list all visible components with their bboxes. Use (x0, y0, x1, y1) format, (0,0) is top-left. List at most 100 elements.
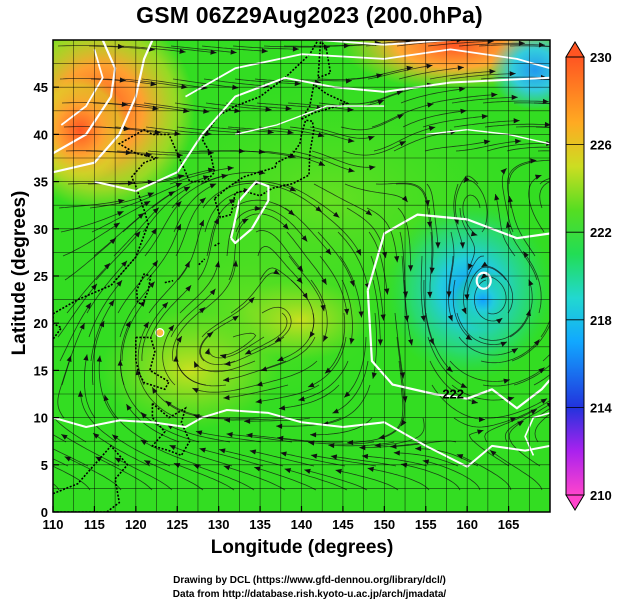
stream-arrow (602, 83, 609, 89)
stream-arrow (323, 335, 329, 342)
stream-arrow (509, 71, 516, 77)
y-tick-label: 15 (34, 363, 48, 378)
stream-arrow (224, 417, 231, 423)
stream-arrow (507, 196, 513, 203)
streamline (402, 110, 467, 128)
stream-arrow (230, 49, 237, 55)
x-tick-label: 160 (456, 517, 478, 532)
streamline (201, 45, 268, 52)
streamline (276, 417, 342, 427)
streamline (398, 66, 464, 80)
x-tick-label: 145 (332, 517, 354, 532)
streamline (89, 45, 155, 51)
streamline (424, 140, 491, 152)
streamline (119, 281, 156, 338)
streamline (260, 336, 316, 372)
streamline (104, 394, 149, 443)
stream-arrow (461, 307, 467, 315)
streamline (482, 100, 549, 104)
streamline (193, 360, 256, 373)
y-axis-label: Latitude (degrees) (9, 190, 30, 356)
stream-arrow (144, 460, 151, 466)
colorbar-bottom-arrow (565, 494, 585, 511)
streamline (114, 457, 173, 491)
x-tick-label: 110 (43, 517, 64, 532)
streamline (343, 336, 367, 398)
streamline (169, 167, 234, 185)
stream-arrow (61, 434, 68, 440)
streamline (147, 150, 214, 154)
streamline (224, 336, 285, 365)
stream-arrow (278, 405, 286, 411)
credit-data-source: Data from http://database.rish.kyoto-u.a… (172, 589, 447, 600)
streamline (151, 175, 210, 209)
streamline (394, 312, 404, 379)
stream-arrow (104, 263, 111, 270)
streamline (59, 302, 92, 362)
stream-arrow (179, 48, 186, 54)
colorbar-tick-label: 210 (590, 488, 612, 503)
stream-arrow (141, 412, 147, 419)
x-tick-label: 130 (208, 517, 230, 532)
streamline (458, 42, 525, 47)
stream-arrow (367, 135, 375, 141)
field-shading (53, 40, 550, 512)
streamline (463, 179, 488, 233)
streamline (207, 126, 274, 133)
streamline (533, 374, 550, 386)
streamline (431, 94, 498, 104)
streamline (170, 45, 237, 53)
stream-arrow (593, 106, 600, 112)
stream-arrow (335, 468, 342, 474)
streamline (179, 261, 220, 314)
stream-arrow (125, 149, 132, 156)
stream-arrow (377, 339, 383, 346)
x-tick-label: 140 (291, 517, 313, 532)
streamline (220, 332, 257, 356)
streamline (141, 78, 208, 89)
streamline (322, 384, 371, 426)
streamline (332, 360, 369, 414)
streamline (453, 417, 517, 428)
stream-arrow (116, 280, 123, 287)
stream-arrow (427, 291, 433, 298)
stream-arrow (500, 168, 507, 175)
stream-arrow (123, 125, 130, 132)
stream-arrow (595, 130, 602, 136)
contour-label: 222 (442, 387, 464, 402)
stream-arrow (517, 420, 524, 427)
stream-arrow (249, 449, 257, 455)
stream-arrow (32, 455, 40, 462)
streamline (508, 420, 541, 467)
stream-arrow (308, 382, 315, 388)
streamline (79, 390, 118, 443)
streamline (205, 102, 272, 111)
streamline (338, 90, 404, 105)
streamline (173, 183, 217, 233)
streamline (280, 452, 346, 467)
stream-arrow (477, 429, 484, 435)
streamline (284, 468, 348, 491)
streamline (256, 360, 318, 386)
stream-arrow (426, 63, 433, 69)
stream-arrow (515, 138, 522, 144)
streamline (121, 300, 146, 362)
colorbar-scale (565, 56, 585, 496)
streamline (511, 323, 550, 362)
stream-arrow (181, 83, 188, 90)
stream-arrow (483, 139, 491, 145)
streamline (397, 207, 412, 272)
coastline-segment (198, 258, 206, 266)
colorbar-tick-label: 214 (590, 400, 612, 415)
stream-arrow (309, 331, 315, 338)
stream-arrow (525, 309, 531, 317)
streamline (116, 150, 183, 156)
stream-arrow (209, 288, 216, 296)
streamline (282, 183, 340, 218)
stream-arrow (344, 308, 350, 315)
streamline (466, 266, 507, 301)
streamline (255, 229, 304, 272)
contour-low-center (475, 271, 492, 290)
stream-arrow (254, 205, 262, 211)
